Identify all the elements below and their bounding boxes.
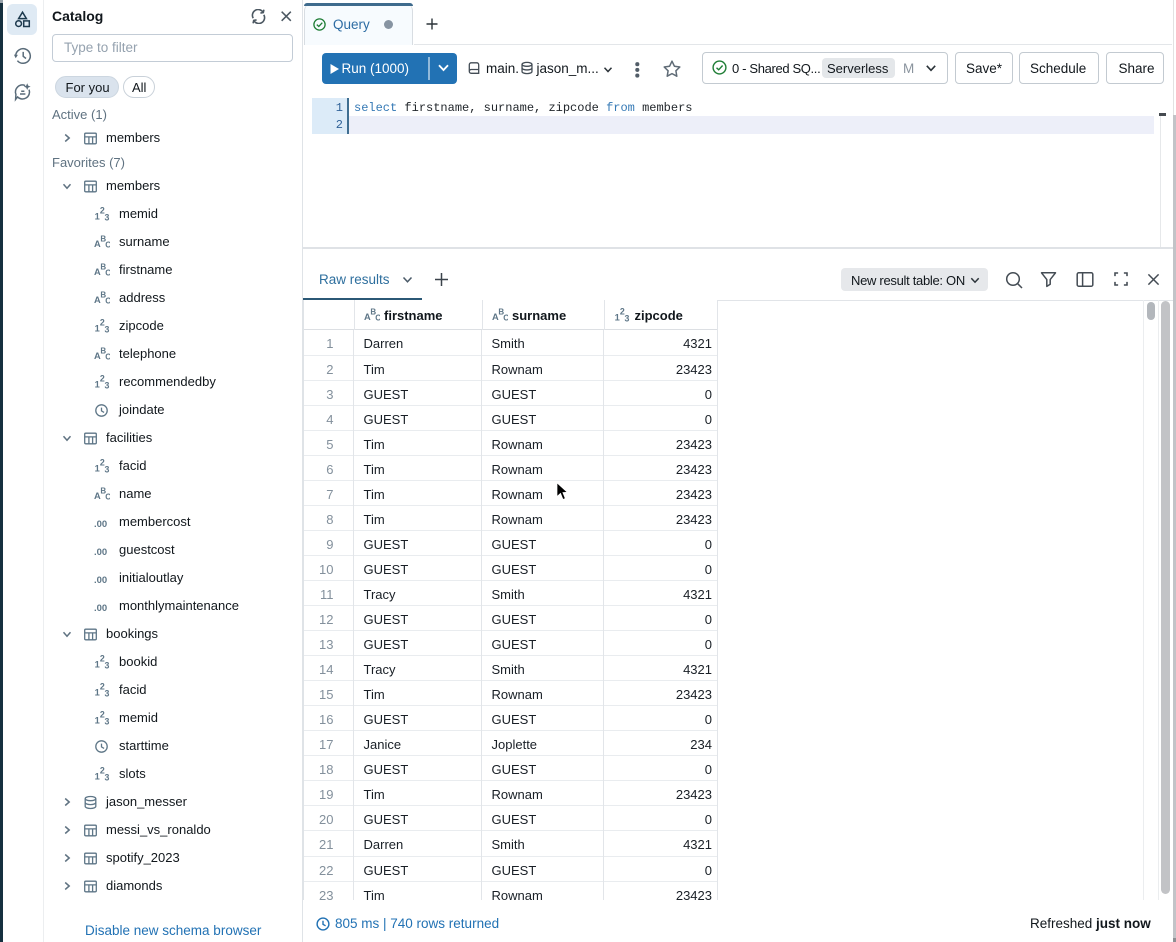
svg-text:C: C [375, 314, 380, 322]
svg-text:B: B [498, 308, 504, 316]
svg-text:C: C [105, 353, 110, 361]
svg-text:B: B [100, 347, 106, 355]
svg-text:.00: .00 [94, 547, 107, 557]
svg-text:3: 3 [105, 772, 110, 781]
svg-text:1: 1 [95, 687, 100, 697]
svg-text:2: 2 [100, 207, 105, 216]
svg-text:C: C [105, 297, 110, 305]
svg-text:B: B [100, 291, 106, 299]
svg-text:3: 3 [625, 314, 630, 323]
svg-text:.00: .00 [94, 603, 107, 613]
svg-text:1: 1 [95, 463, 100, 473]
svg-text:1: 1 [95, 323, 100, 333]
svg-text:2: 2 [620, 308, 625, 317]
svg-text:3: 3 [105, 324, 110, 333]
svg-text:A: A [94, 239, 101, 249]
svg-text:C: C [105, 241, 110, 249]
svg-text:3: 3 [105, 660, 110, 669]
svg-text:A: A [94, 491, 101, 501]
svg-text:B: B [100, 263, 106, 271]
svg-text:3: 3 [105, 380, 110, 389]
svg-text:1: 1 [95, 659, 100, 669]
svg-text:C: C [503, 314, 508, 322]
svg-text:2: 2 [100, 683, 105, 692]
svg-text:2: 2 [100, 459, 105, 468]
svg-text:2: 2 [100, 655, 105, 664]
svg-text:.00: .00 [94, 519, 107, 529]
svg-text:A: A [94, 351, 101, 361]
svg-text:1: 1 [95, 715, 100, 725]
svg-text:3: 3 [105, 212, 110, 221]
svg-text:A: A [94, 267, 101, 277]
svg-text:1: 1 [615, 313, 620, 323]
svg-text:2: 2 [100, 767, 105, 776]
svg-text:A: A [364, 312, 371, 322]
svg-text:3: 3 [105, 464, 110, 473]
svg-text:.00: .00 [94, 575, 107, 585]
svg-text:1: 1 [95, 771, 100, 781]
svg-text:3: 3 [105, 716, 110, 725]
svg-text:3: 3 [105, 688, 110, 697]
svg-text:1: 1 [95, 211, 100, 221]
svg-text:2: 2 [100, 375, 105, 384]
svg-text:B: B [100, 487, 106, 495]
svg-text:A: A [492, 312, 499, 322]
svg-text:2: 2 [100, 319, 105, 328]
svg-text:C: C [105, 269, 110, 277]
svg-text:A: A [94, 295, 101, 305]
svg-text:C: C [105, 493, 110, 501]
svg-text:2: 2 [100, 711, 105, 720]
svg-text:B: B [370, 308, 376, 316]
svg-text:1: 1 [95, 379, 100, 389]
svg-text:B: B [100, 235, 106, 243]
